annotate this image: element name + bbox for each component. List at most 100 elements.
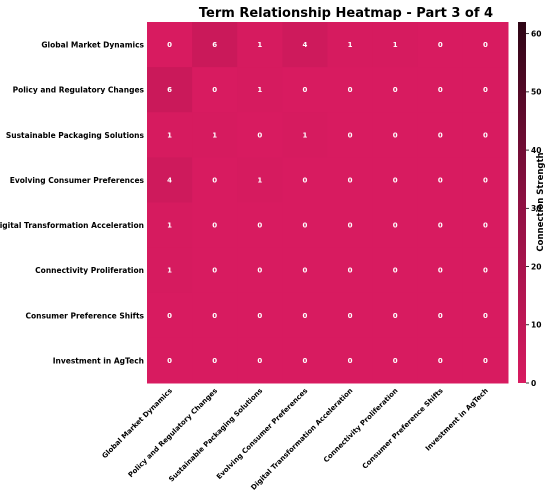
colorbar-tick-label: 20 — [531, 262, 541, 271]
cell-value-label: 0 — [257, 267, 262, 275]
cell-value-label: 0 — [438, 176, 443, 184]
heatmap-cell — [417, 247, 464, 294]
cell-value-label: 0 — [348, 86, 353, 94]
heatmap-cell — [327, 22, 374, 68]
heatmap-cell — [282, 67, 328, 113]
heatmap-cell — [462, 337, 509, 384]
cell-value-label: 0 — [483, 222, 488, 230]
heatmap-cell — [237, 337, 283, 384]
colorbar — [518, 22, 526, 383]
cell-value-label: 0 — [212, 86, 217, 94]
heatmap-cell — [147, 337, 193, 384]
row-label: Sustainable Packaging Solutions — [6, 131, 145, 140]
column-label: Digital Transformation Acceleration — [249, 387, 354, 492]
cell-value-label: 1 — [393, 41, 398, 49]
heatmap-cell — [282, 247, 328, 294]
heatmap-cell — [372, 112, 419, 158]
cell-value-label: 0 — [303, 222, 308, 230]
column-label: Consumer Preference Shifts — [361, 387, 445, 471]
cell-value-label: 0 — [167, 41, 172, 49]
heatmap-cell — [282, 112, 328, 158]
cell-value-label: 0 — [483, 176, 488, 184]
heatmap-cell — [192, 157, 238, 203]
cell-value-label: 0 — [483, 86, 488, 94]
cell-value-label: 1 — [348, 41, 353, 49]
heatmap-cell — [327, 202, 374, 249]
colorbar-tick-label: 30 — [531, 204, 541, 213]
heatmap-cell — [372, 157, 419, 203]
row-labels: Global Market Dynamics Policy and Regulat… — [0, 41, 145, 366]
cell-value-label: 1 — [167, 267, 172, 275]
heatmap-cell — [192, 337, 238, 384]
cell-value-label: 0 — [438, 312, 443, 320]
heatmap-cell — [372, 337, 419, 384]
heatmap-cell — [147, 247, 193, 294]
heatmap-cell — [462, 112, 509, 158]
cell-value-label: 0 — [212, 357, 217, 365]
cell-value-label: 6 — [167, 86, 172, 94]
heatmap-cell — [237, 112, 283, 158]
cell-value-label: 0 — [483, 267, 488, 275]
cell-value-label: 0 — [212, 267, 217, 275]
heatmap-cell — [462, 67, 509, 113]
cell-value-label: 0 — [303, 357, 308, 365]
cell-value-label: 1 — [212, 131, 217, 139]
cell-value-label: 0 — [483, 357, 488, 365]
heatmap-cell — [372, 67, 419, 113]
heatmap-cell — [147, 292, 193, 339]
cell-value-label: 0 — [483, 131, 488, 139]
heatmap-cell — [282, 337, 328, 384]
cell-value-label: 0 — [348, 222, 353, 230]
heatmap-cells: 0 6 1 4 1 1 0 0 6 0 1 0 0 0 0 0 1 1 0 1 0 0 0 0 4 0 1 0 0 0 0 0 1 0 0 0 0 0 0 0… — [147, 22, 509, 384]
cell-value-label: 0 — [393, 131, 398, 139]
colorbar-tick-label: 0 — [531, 379, 536, 388]
heatmap-cell — [327, 67, 374, 113]
cell-value-label: 0 — [438, 357, 443, 365]
colorbar-tick-label: 40 — [531, 146, 541, 155]
heatmap-cell — [237, 247, 283, 294]
heatmap-cell — [372, 247, 419, 294]
row-label: Evolving Consumer Preferences — [10, 176, 145, 185]
cell-value-label: 0 — [483, 312, 488, 320]
heatmap-cell — [147, 22, 193, 68]
heatmap-cell — [192, 112, 238, 158]
cell-value-label: 4 — [167, 176, 172, 184]
heatmap-cell — [192, 292, 238, 339]
column-label: Evolving Consumer Preferences — [215, 387, 309, 481]
cell-value-label: 0 — [393, 86, 398, 94]
colorbar-label: Connection Strength — [536, 152, 546, 251]
cell-value-label: 0 — [393, 176, 398, 184]
heatmap-cell — [327, 112, 374, 158]
heatmap-cell — [417, 157, 464, 203]
heatmap-cell — [237, 202, 283, 249]
cell-value-label: 0 — [303, 86, 308, 94]
heatmap-cell — [147, 202, 193, 249]
row-label: Policy and Regulatory Changes — [13, 86, 145, 95]
heatmap-cell — [462, 292, 509, 339]
colorbar-tick-label: 50 — [531, 88, 541, 97]
cell-value-label: 1 — [303, 131, 308, 139]
cell-value-label: 1 — [167, 222, 172, 230]
cell-value-label: 0 — [212, 176, 217, 184]
cell-value-label: 0 — [393, 267, 398, 275]
heatmap-cell — [147, 67, 193, 113]
cell-value-label: 4 — [303, 41, 308, 49]
cell-value-label: 1 — [257, 41, 262, 49]
cell-value-label: 0 — [348, 176, 353, 184]
heatmap-cell — [462, 157, 509, 203]
chart-title: Term Relationship Heatmap - Part 3 of 4 — [199, 6, 493, 21]
heatmap-cell — [237, 22, 283, 68]
heatmap-cell — [327, 247, 374, 294]
cell-value-label: 0 — [438, 86, 443, 94]
heatmap-cell — [192, 22, 238, 68]
heatmap-cell — [282, 202, 328, 249]
cell-value-label: 1 — [257, 176, 262, 184]
colorbar-tick-label: 10 — [531, 321, 541, 330]
colorbar-tick-label: 60 — [531, 29, 541, 38]
heatmap-cell — [192, 247, 238, 294]
cell-value-label: 0 — [438, 131, 443, 139]
cell-value-label: 0 — [257, 312, 262, 320]
heatmap-cell — [147, 157, 193, 203]
cell-value-label: 0 — [483, 41, 488, 49]
